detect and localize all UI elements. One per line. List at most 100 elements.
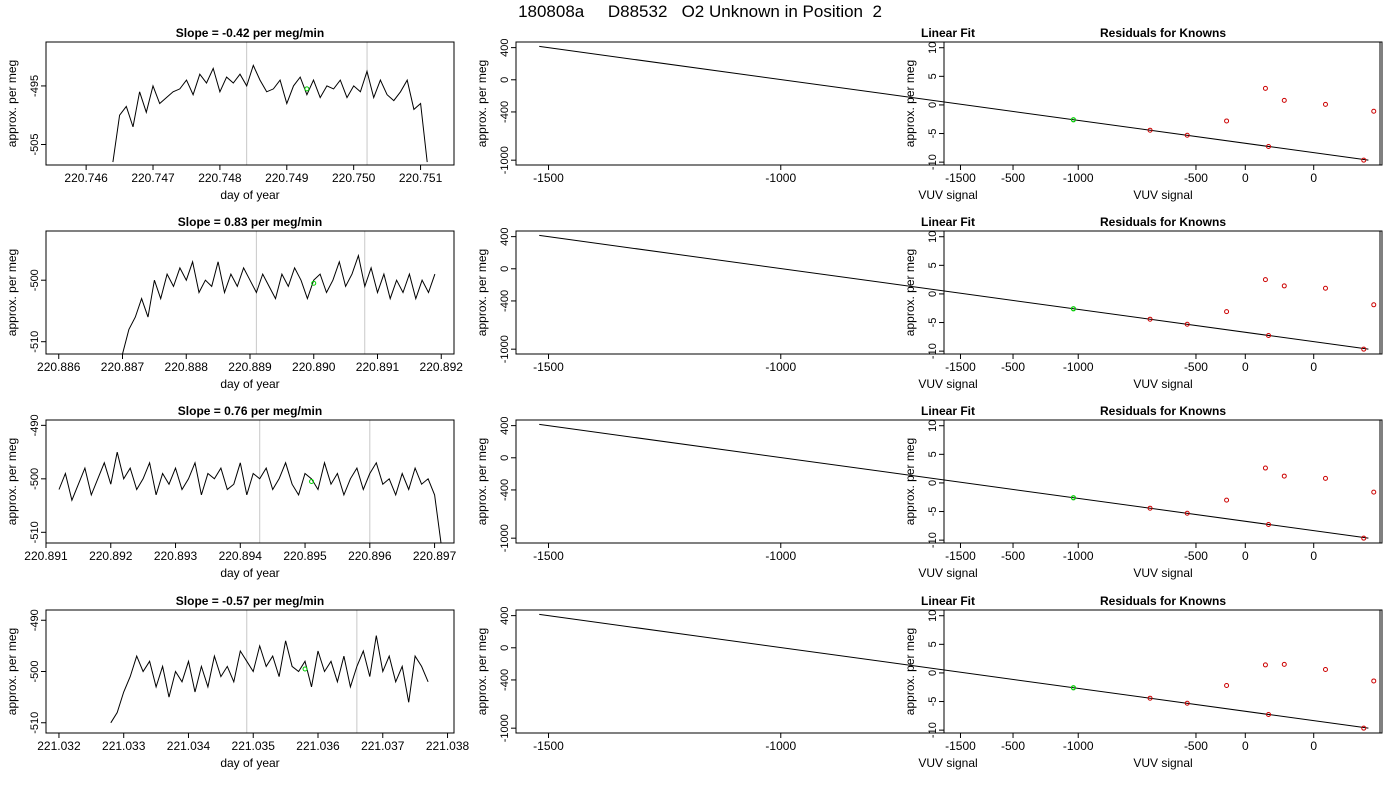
y-tick-label: -1000: [499, 335, 511, 363]
panel-title: Linear Fit: [921, 215, 975, 229]
unknown-marker: [304, 86, 310, 92]
y-tick-label: 10: [927, 231, 939, 243]
x-tick-label: -1000: [1063, 171, 1094, 185]
x-tick-label: -1000: [1063, 739, 1094, 753]
y-tick-label: 10: [927, 420, 939, 432]
known-point: [1322, 285, 1328, 291]
y-axis-label: approx. per meg: [5, 628, 19, 715]
known-point: [1262, 465, 1268, 471]
y-tick-label: -490: [29, 609, 41, 631]
x-tick-label: 0: [1242, 739, 1249, 753]
x-tick-label: 221.033: [102, 739, 146, 753]
y-axis-label: approx. per meg: [5, 60, 19, 147]
x-axis-label: day of year: [220, 377, 279, 391]
x-tick-label: 220.890: [292, 360, 336, 374]
plot-area: [539, 234, 1369, 352]
y-axis-label: approx. per meg: [475, 249, 489, 336]
y-tick-label: -500: [29, 468, 41, 490]
panel-4-3: Residuals for Knowns -1500 -1000 -500 0 10 5 0 -…: [903, 594, 1383, 770]
y-tick-label: -1000: [499, 146, 511, 174]
x-tick-label: -500: [1001, 171, 1025, 185]
unknown-point: [1070, 306, 1077, 312]
panel-title: Slope = -0.57 per meg/min: [176, 594, 324, 608]
x-tick-label: -1000: [765, 549, 796, 563]
y-tick-label: -10: [927, 722, 939, 738]
x-tick-label: -500: [1184, 360, 1208, 374]
known-point: [1184, 510, 1190, 516]
panel-title: Residuals for Knowns: [1100, 215, 1226, 229]
plot-area: [539, 613, 1369, 731]
known-point: [1224, 497, 1230, 503]
x-tick-label: 220.894: [219, 549, 263, 563]
y-tick-label: -500: [29, 660, 41, 682]
y-tick-label: 5: [927, 73, 939, 79]
y-tick-label: -400: [499, 290, 511, 312]
x-tick-label: -1500: [945, 549, 976, 563]
known-point: [1184, 700, 1190, 706]
plot-area: [110, 635, 429, 724]
known-point: [1361, 157, 1367, 163]
plot-frame: [515, 609, 1381, 734]
plot-frame: [45, 419, 455, 544]
known-point: [1147, 505, 1153, 511]
y-tick-label: 400: [499, 606, 511, 624]
known-point: [1266, 522, 1272, 528]
x-tick-label: 0: [1242, 171, 1249, 185]
known-point: [1224, 118, 1230, 124]
x-tick-label: -500: [1001, 549, 1025, 563]
x-tick-label: -1500: [945, 739, 976, 753]
y-tick-label: 10: [927, 610, 939, 622]
x-tick-label: -1000: [765, 360, 796, 374]
plot-frame: [943, 609, 1383, 734]
y-tick-label: 5: [927, 262, 939, 268]
known-point: [1266, 144, 1272, 150]
x-axis-label: VUV signal: [918, 566, 977, 580]
known-point: [1281, 283, 1287, 289]
x-tick-label: 220.891: [24, 549, 68, 563]
x-tick-label: 0: [1310, 171, 1317, 185]
x-tick-label: 220.751: [399, 171, 443, 185]
x-axis-label: VUV signal: [1133, 566, 1192, 580]
x-axis-label: VUV signal: [1133, 377, 1192, 391]
unknown-point: [1070, 495, 1077, 501]
y-tick-label: 0: [927, 480, 939, 486]
x-axis-label: VUV signal: [918, 377, 977, 391]
x-tick-label: -1500: [533, 739, 564, 753]
data-series-line: [110, 635, 429, 724]
x-tick-label: 0: [1310, 549, 1317, 563]
known-point: [1322, 475, 1328, 481]
panel-title: Slope = 0.83 per meg/min: [178, 215, 322, 229]
y-tick-label: -510: [29, 521, 41, 543]
data-series-line: [58, 451, 442, 543]
x-tick-label: -1000: [765, 171, 796, 185]
known-point: [1266, 333, 1272, 339]
y-tick-label: 5: [927, 641, 939, 647]
x-tick-label: 0: [1242, 360, 1249, 374]
y-tick-label: -5: [927, 507, 939, 517]
unknown-point: [1070, 117, 1077, 123]
y-axis-label: approx. per meg: [5, 249, 19, 336]
x-tick-label: 0: [1310, 739, 1317, 753]
panel-title: Residuals for Knowns: [1100, 26, 1226, 40]
y-tick-label: -10: [927, 532, 939, 548]
y-tick-label: 5: [927, 451, 939, 457]
known-point: [1266, 712, 1272, 718]
known-point: [1262, 85, 1268, 91]
y-axis-label: approx. per meg: [903, 249, 917, 336]
x-tick-label: -1500: [945, 360, 976, 374]
fit-line: [539, 613, 1369, 729]
x-axis-label: day of year: [220, 188, 279, 202]
known-point: [1281, 473, 1287, 479]
panel-3-3: Residuals for Knowns -1500 -1000 -500 0 10 5 0 -…: [903, 404, 1383, 580]
plot-frame: [943, 41, 1383, 166]
x-tick-label: 220.892: [420, 360, 464, 374]
y-axis-label: approx. per meg: [903, 60, 917, 147]
plot-area: [1224, 85, 1377, 124]
x-axis-label: day of year: [220, 566, 279, 580]
y-tick-label: -510: [29, 712, 41, 734]
x-tick-label: -1000: [1063, 360, 1094, 374]
x-tick-label: -1500: [945, 171, 976, 185]
y-tick-label: -1000: [499, 524, 511, 552]
y-tick-label: 0: [499, 266, 511, 272]
unknown-marker: [311, 280, 317, 286]
